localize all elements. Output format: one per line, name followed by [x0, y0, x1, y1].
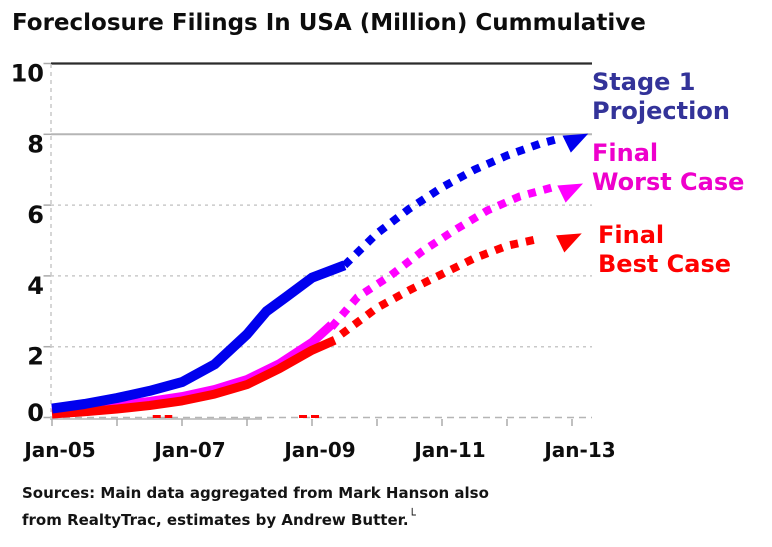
legend-best-line2: Best Case — [598, 250, 732, 278]
y-tick-label: 0 — [27, 399, 44, 427]
arrowhead-final-best-case — [556, 233, 582, 253]
legend-stage1-line1: Stage 1 — [592, 68, 696, 96]
footnote-mark: └ — [408, 508, 416, 522]
y-tick-label: 4 — [27, 272, 44, 300]
legend-best-line1: Final — [598, 221, 665, 249]
series-final-worst-case — [328, 183, 554, 330]
axis-labels: 0 2 4 6 8 10 Jan-05 Jan-07 Jan-09 Jan-11 Jan-13 — [11, 60, 616, 463]
series-best-case-actual- — [51, 336, 337, 419]
x-tick-label: Jan-07 — [152, 438, 225, 462]
arrowhead-final-worst-case — [557, 183, 584, 203]
sources-line2: from RealtyTrac, estimates by Andrew But… — [22, 508, 416, 529]
legend-stage1-line2: Projection — [592, 97, 730, 125]
x-tick-label: Jan-13 — [542, 438, 615, 462]
x-tick-label: Jan-05 — [22, 438, 95, 462]
x-tick-label: Jan-09 — [282, 438, 355, 462]
x-tick-label: Jan-11 — [412, 438, 485, 462]
series — [51, 133, 589, 419]
sources-note: Sources: Main data aggregated from Mark … — [22, 482, 489, 531]
y-tick-label: 2 — [27, 343, 44, 371]
y-tick-label: 10 — [11, 60, 44, 88]
y-tick-label: 8 — [27, 130, 44, 158]
legend-stage1-projection: Stage 1 Projection — [592, 68, 730, 126]
legend-worst-line2: Worst Case — [592, 168, 745, 196]
arrowhead-stage-1-projection — [562, 133, 589, 153]
series-stage-1-actual- — [51, 260, 347, 414]
gridlines — [43, 62, 592, 426]
page-title: Foreclosure Filings In USA (Million) Cum… — [12, 10, 646, 36]
y-tick-label: 6 — [27, 201, 44, 229]
legend-final-worst-case: Final Worst Case — [592, 139, 744, 197]
series-final-best-case — [338, 234, 541, 338]
sources-line1: Sources: Main data aggregated from Mark … — [22, 484, 489, 502]
legend-worst-line1: Final — [592, 139, 659, 167]
series-stage-1-projection — [341, 133, 564, 269]
legend-final-best-case: Final Best Case — [598, 221, 731, 279]
